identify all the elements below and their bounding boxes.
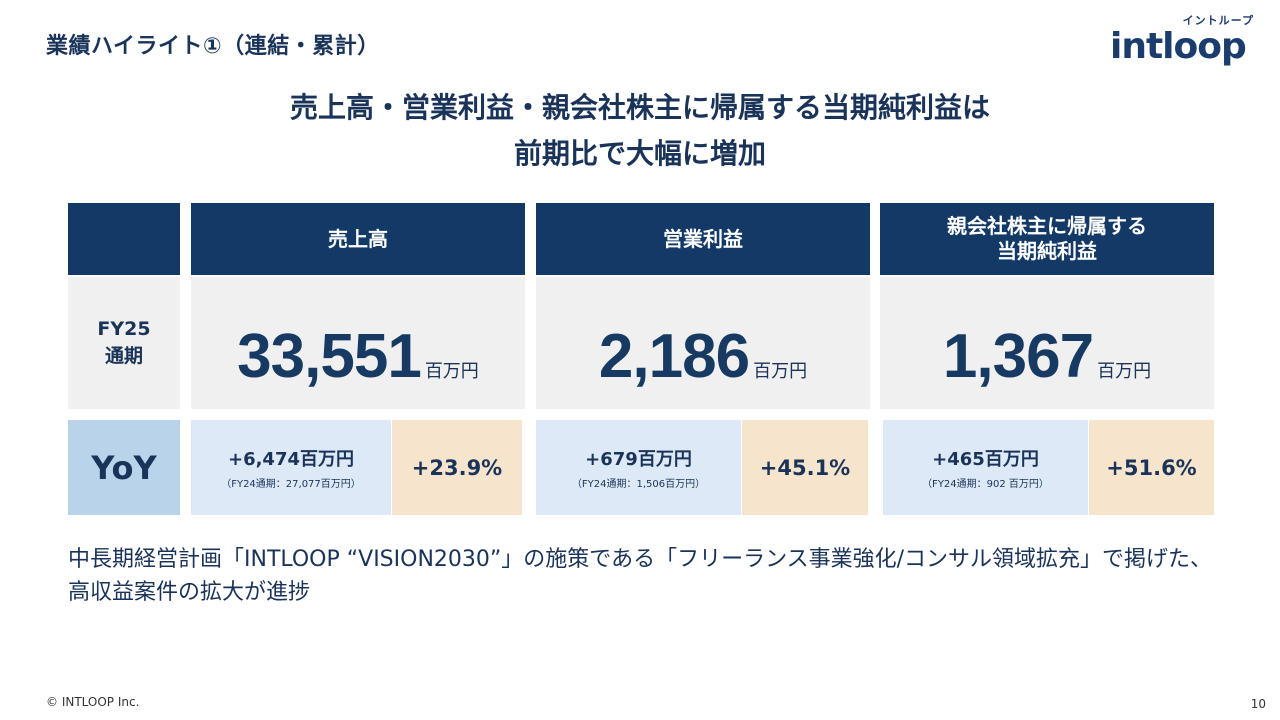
intloop-logo: イントループ intloop bbox=[1108, 12, 1258, 68]
operating-profit-value: 2,186 bbox=[598, 322, 750, 391]
headline-line-1: 売上高・営業利益・親会社株主に帰属する当期純利益は bbox=[289, 91, 990, 124]
revenue-unit: 百万円 bbox=[424, 361, 479, 382]
net-profit-unit: 百万円 bbox=[1097, 361, 1152, 382]
header-operating-profit: 営業利益 bbox=[536, 203, 870, 275]
net-profit-value: 1,367 bbox=[942, 322, 1094, 391]
net-profit-growth-pct: +51.6% bbox=[1089, 420, 1214, 515]
period-label: FY25 通期 bbox=[68, 277, 180, 409]
net-profit-prior: （FY24通期：902 百万円） bbox=[922, 479, 1049, 490]
operating-profit-value-cell: 2,186 百万円 bbox=[536, 277, 870, 409]
net-profit-value-cell: 1,367 百万円 bbox=[880, 277, 1214, 409]
yoy-label: YoY bbox=[68, 420, 180, 515]
net-profit-diff-cell: +465百万円 （FY24通期：902 百万円） bbox=[883, 420, 1088, 515]
period-label-line-2: 通期 bbox=[104, 345, 143, 367]
headline-line-2: 前期比で大幅に増加 bbox=[513, 137, 766, 170]
table-corner-cell bbox=[68, 203, 180, 275]
logo-kana: イントループ bbox=[1182, 14, 1254, 27]
copyright: © INTLOOP Inc. bbox=[46, 695, 140, 709]
operating-profit-growth-pct: +45.1% bbox=[742, 420, 868, 515]
operating-profit-prior: （FY24通期：1,506百万円） bbox=[571, 479, 706, 490]
revenue-prior: （FY24通期：27,077百万円） bbox=[221, 479, 361, 490]
revenue-diff-cell: +6,474百万円 （FY24通期：27,077百万円） bbox=[191, 420, 391, 515]
operating-profit-unit: 百万円 bbox=[753, 361, 808, 382]
header-net-profit-line-1: 親会社株主に帰属する bbox=[947, 214, 1147, 238]
page-title: 業績ハイライト①（連結・累計） bbox=[46, 34, 380, 59]
header-revenue: 売上高 bbox=[191, 203, 525, 275]
revenue-value: 33,551 bbox=[237, 322, 422, 391]
header-net-profit-line-2: 当期純利益 bbox=[997, 239, 1097, 263]
operating-profit-diff-cell: +679百万円 （FY24通期：1,506百万円） bbox=[536, 420, 741, 515]
revenue-diff: +6,474百万円 bbox=[227, 449, 355, 470]
logo-wordmark: intloop bbox=[1110, 26, 1247, 67]
header-net-profit: 親会社株主に帰属する 当期純利益 bbox=[880, 203, 1214, 275]
revenue-growth-pct: +23.9% bbox=[392, 420, 522, 515]
summary-note: 中長期経営計画「INTLOOP “VISION2030”」の施策である「フリーラ… bbox=[68, 547, 1213, 605]
operating-profit-diff: +679百万円 bbox=[585, 449, 692, 470]
revenue-value-cell: 33,551 百万円 bbox=[191, 277, 525, 409]
net-profit-diff: +465百万円 bbox=[932, 449, 1039, 470]
period-label-line-1: FY25 bbox=[97, 318, 151, 340]
page-number: 10 bbox=[1250, 697, 1266, 711]
